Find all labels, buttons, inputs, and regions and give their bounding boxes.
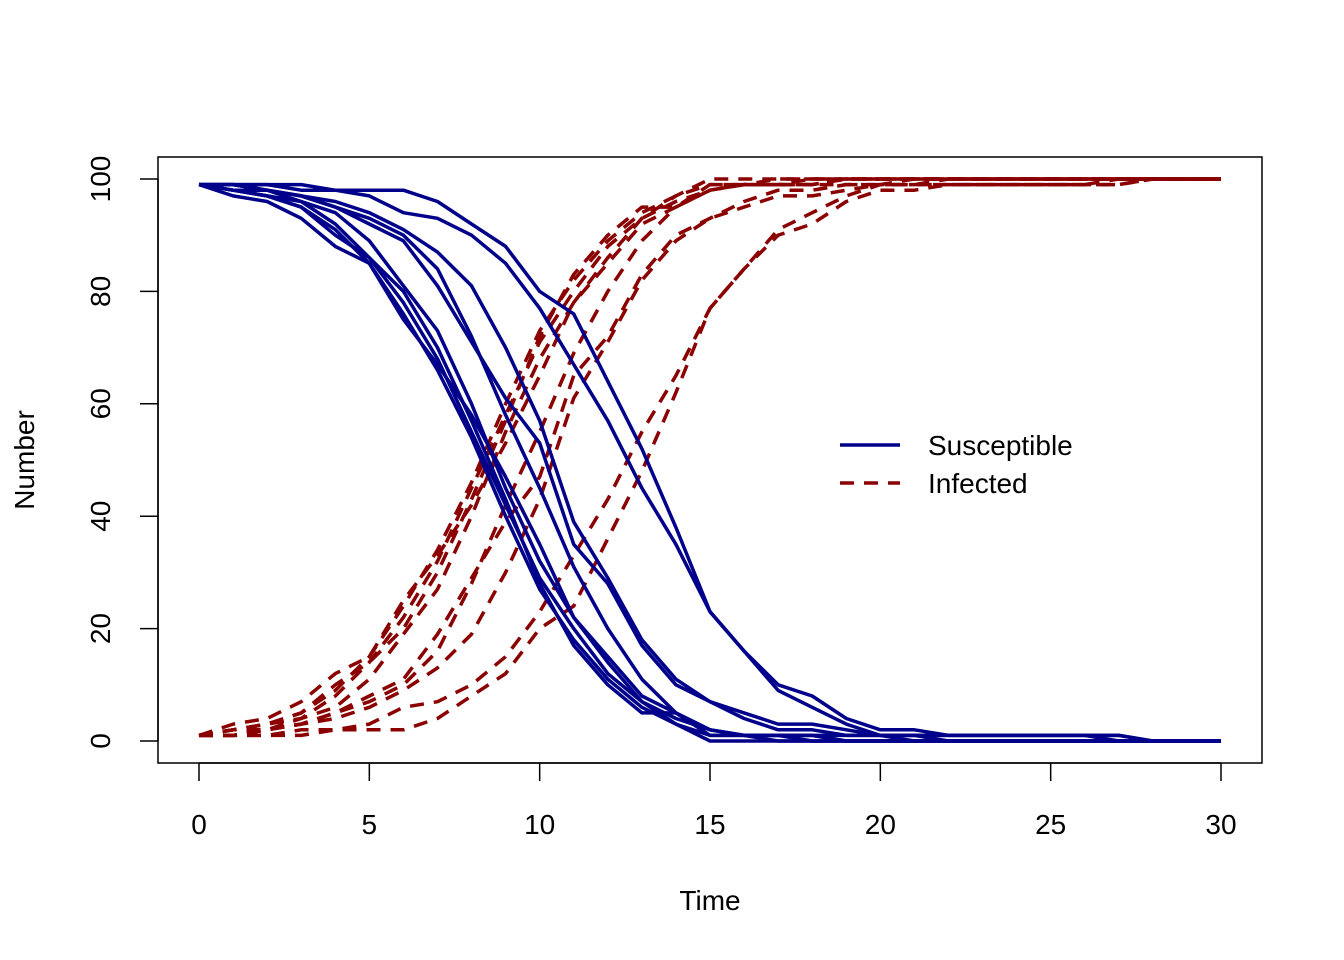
x-axis: 0 5 10 15 20 25 30 [191,762,1237,840]
infected-line-5 [198,177,1221,738]
y-tick-label: 80 [85,276,116,307]
susceptible-line-3 [198,182,1221,743]
y-tick-label: 100 [85,156,116,203]
x-tick-label: 15 [694,809,725,840]
y-tick-label: 20 [85,613,116,644]
susceptible-line-10 [199,182,1221,743]
susceptible-line-1 [198,182,1221,743]
susceptible-line-9 [199,182,1221,743]
susceptible-line-8 [198,182,1221,743]
y-tick-label: 60 [85,388,116,419]
legend-label-infected: Infected [928,468,1028,499]
infected-line-7 [199,177,1221,738]
y-axis: 0 20 40 60 80 100 [85,156,159,749]
x-tick-label: 10 [524,809,555,840]
y-tick-label: 0 [85,733,116,749]
legend-label-susceptible: Susceptible [928,430,1073,461]
susceptible-line-5 [198,182,1221,743]
x-tick-label: 5 [362,809,378,840]
infected-line-8 [198,177,1221,738]
susceptible-line-2 [199,182,1221,743]
susceptible-line-4 [198,182,1221,743]
x-axis-label: Time [679,885,740,916]
x-tick-label: 30 [1205,809,1236,840]
y-axis-label: Number [9,410,40,510]
legend: Susceptible Infected [840,430,1073,499]
plot-frame [157,156,1263,764]
susceptible-line-7 [199,182,1221,743]
x-tick-label: 25 [1035,809,1066,840]
x-tick-label: 0 [191,809,207,840]
infected-line-6 [199,177,1221,738]
infected-line-10 [199,177,1221,738]
y-tick-label: 40 [85,501,116,532]
susceptible-line-6 [199,182,1221,743]
series-layer [198,177,1221,743]
x-tick-label: 20 [865,809,896,840]
